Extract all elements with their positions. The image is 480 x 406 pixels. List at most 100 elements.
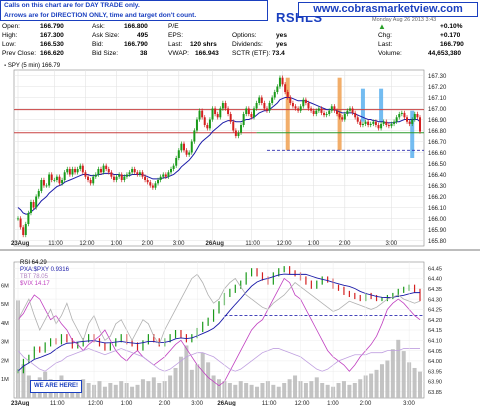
volume-bar [119, 381, 124, 398]
last-price-label: Last: [378, 41, 393, 48]
candle-body [312, 110, 315, 114]
candle-body [278, 77, 281, 87]
vix-legend: $VIX 14.17 [20, 281, 50, 287]
volume-bar [303, 382, 308, 398]
candle-body [398, 114, 401, 118]
candle-body [32, 202, 35, 208]
candle-body [146, 180, 149, 183]
volume-bar [374, 369, 379, 398]
x-tick-label: 2:00 [142, 241, 154, 247]
candle-body [240, 125, 243, 133]
volume-bar [347, 384, 352, 398]
candle-body [97, 169, 100, 175]
candle-body [170, 169, 173, 173]
change-value: +0.170 [440, 32, 461, 39]
y-tick-label-left: 5M [1, 302, 9, 308]
x-tick-label: 26Aug [206, 241, 225, 247]
candle-body [291, 103, 294, 107]
candle-body [372, 121, 375, 124]
candle-body [224, 103, 227, 109]
candle-body [234, 130, 237, 136]
candle-body [393, 121, 396, 124]
y-tick-label: 165.80 [428, 239, 447, 245]
options-label: Options: [232, 32, 257, 39]
candle-body [79, 165, 82, 169]
volume-bar [276, 386, 281, 398]
candle-body [53, 180, 56, 181]
candle-body [188, 152, 191, 155]
candle-body [232, 121, 235, 131]
volume-bar [173, 367, 178, 398]
prev-close-value: 166.620 [40, 50, 64, 57]
candle-body [201, 110, 204, 118]
up-triangle-icon: ▲ [378, 22, 386, 31]
candle-body [346, 110, 349, 114]
candle-body [348, 108, 351, 111]
candle-body [22, 227, 25, 235]
x-tick-label: 11:00 [262, 401, 277, 406]
pxa-average-line [17, 273, 420, 372]
x-tick-label: 1:00 [327, 401, 339, 406]
candle-body [175, 158, 178, 166]
y-tick-label-left: 4M [1, 321, 9, 327]
candle-body [118, 174, 121, 177]
y-tick-label-left: 3M [1, 340, 9, 346]
candle-body [325, 114, 328, 116]
pxa-legend: PXA:$PXY 0.9316 [20, 267, 69, 273]
volume-bar [309, 381, 314, 398]
volume-bar [271, 384, 276, 398]
volume-bar [369, 373, 374, 398]
y-tick-label: 166.10 [428, 206, 447, 212]
x-tick-label: 3:00 [173, 241, 185, 247]
last-price-value: 166.790 [440, 41, 464, 48]
candle-body [182, 143, 185, 151]
main-legend-text: SPY (5 min) 166.79 [7, 63, 61, 69]
price-chart: 167.30 167.20 167.10 167.00 166.90 166.80 166.… [11, 69, 447, 247]
volume-bar [260, 382, 265, 398]
vwap-value: 166.943 [195, 50, 219, 57]
candle-body [68, 169, 71, 175]
candle-body [374, 121, 377, 125]
low-value: 166.530 [40, 41, 64, 48]
candle-body [81, 165, 84, 173]
candle-body [221, 103, 224, 109]
candle-body [99, 169, 102, 173]
y-tick-label-right: 64.15 [428, 328, 442, 334]
y-tick-label: 167.00 [428, 107, 447, 113]
volume-bar [178, 356, 183, 398]
candle-legend-icon: ▪ [4, 63, 7, 69]
candle-body [94, 174, 97, 177]
bid-value: 166.790 [124, 41, 148, 48]
volume-bar [227, 382, 232, 398]
y-tick-label-right: 64.30 [428, 297, 442, 303]
y-tick-label: 167.30 [428, 74, 447, 80]
blue-marker [360, 88, 365, 122]
candle-body [195, 119, 198, 131]
candle-body [180, 143, 183, 151]
y-tick-label-left: 2M [1, 358, 9, 364]
candle-body [276, 86, 279, 92]
volume-bar [244, 382, 249, 398]
x-tick-label: 12:00 [79, 241, 95, 247]
candle-body [354, 112, 357, 118]
volume-bar [217, 379, 221, 398]
volume-bar [352, 382, 357, 398]
candle-body [133, 169, 136, 173]
volume-bar [157, 382, 162, 398]
volume-bar [341, 381, 346, 398]
sctr-value: 73.4 [272, 50, 285, 57]
candle-body [406, 117, 409, 122]
website-banner[interactable]: www.cobrasmarketview.com [298, 2, 478, 17]
candle-body [125, 174, 128, 177]
volume-bar [97, 381, 102, 398]
indicator-series-line [17, 348, 420, 372]
x-tick-label: 23Aug [11, 241, 30, 247]
volume-bar [140, 379, 145, 398]
candle-body [214, 108, 217, 114]
candle-body [260, 97, 263, 103]
low-label: Low: [2, 41, 16, 48]
volume-bar [26, 375, 31, 398]
y-tick-label: 167.10 [428, 96, 447, 102]
last-trade-label: Last: [168, 41, 183, 48]
y-tick-label: 166.70 [428, 140, 447, 146]
